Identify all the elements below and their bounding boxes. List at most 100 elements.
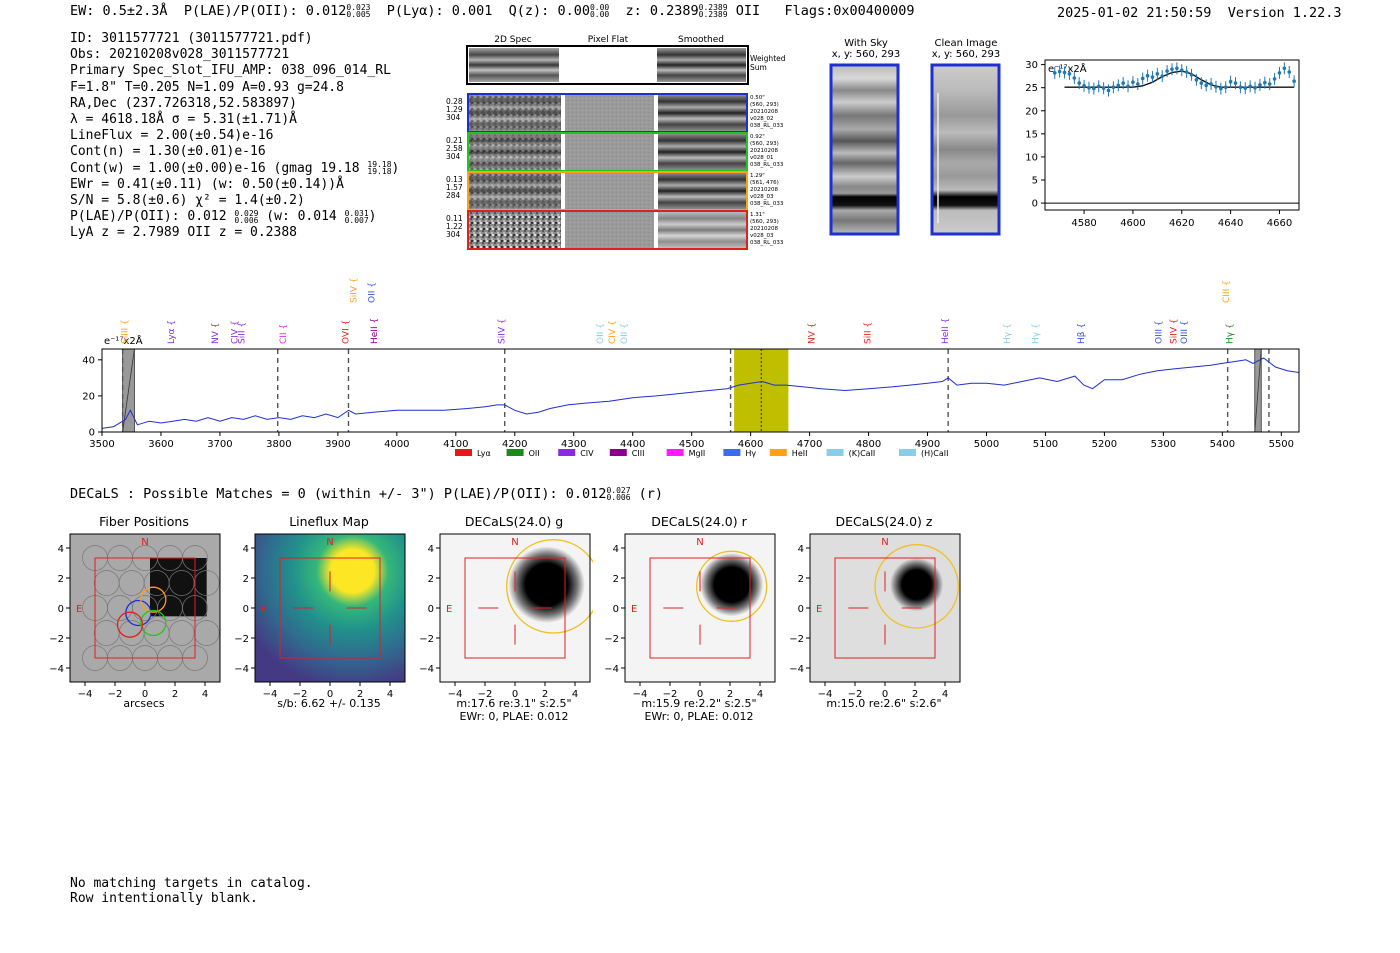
cutout-caption: s/b: 6.62 +/- 0.135 — [277, 697, 381, 710]
info-cont-w: Cont(w) = 1.00(±0.00)e-16 (gmag 19.18 19… — [70, 160, 400, 177]
emission-line-label: OIII { — [1155, 320, 1165, 344]
cutout-ytick-label: −2 — [604, 634, 619, 645]
cutout-xtick-label: 4 — [942, 689, 948, 700]
emission-line-label: OII { — [367, 282, 377, 303]
source-ellipse — [874, 544, 959, 629]
with-sky-image — [829, 63, 900, 236]
cutout-xtick-label: −2 — [108, 689, 123, 700]
spec2d-col-2dspec: 2D Spec — [494, 35, 532, 45]
zoom-data-point — [1287, 70, 1292, 74]
full-xtick-label: 4500 — [679, 439, 704, 450]
cutout-ytick-label: −2 — [419, 634, 434, 645]
zoom-data-point — [1189, 72, 1194, 77]
zoom-data-point — [1170, 67, 1174, 72]
spec2d-row-smoothed — [658, 211, 746, 249]
info-id: ID: 3011577721 (3011577721.pdf) — [70, 31, 313, 46]
spec2d-row-noise — [469, 211, 561, 249]
cutout-caption: m:15.0 re:2.6" s:2.6" — [826, 697, 942, 710]
north-label: N — [511, 537, 518, 548]
zoom-ytick-label: 15 — [1025, 129, 1038, 140]
zoom-data-point — [1243, 86, 1248, 90]
zoom-data-point — [1179, 68, 1184, 72]
info-radec: RA,Dec (237.726318,52.583897) — [70, 95, 297, 111]
spec2d-row-stat: 0.28 — [446, 97, 463, 106]
zoom-data-point — [1096, 84, 1101, 89]
full-xtick-label: 4300 — [561, 439, 586, 450]
spec2d-row-pixelflat — [565, 211, 654, 249]
cutout-xtick-label: 0 — [327, 689, 333, 700]
cutout-ytick-label: 2 — [243, 574, 249, 585]
spec2d-row-noise — [469, 172, 561, 210]
zoom-data-point — [1184, 70, 1189, 74]
full-xtick-label: 4700 — [797, 439, 822, 450]
zoom-data-point — [1140, 76, 1145, 81]
fiber-source-blob — [150, 558, 207, 617]
spec2d-row-stat: 304 — [446, 230, 461, 239]
cutout-ytick-label: 4 — [58, 544, 64, 555]
cutout-ytick-label: −4 — [604, 664, 619, 675]
cutout-xtick-label: 0 — [882, 689, 888, 700]
full-xtick-label: 5200 — [1092, 439, 1117, 450]
zoom-xtick-label: 4620 — [1169, 218, 1194, 229]
cutout-xtick-label: −2 — [663, 689, 678, 700]
emission-line-label: SiII { — [863, 322, 873, 344]
cutout-image-g: N E 4 2 0 −2 −4 −4 −2 0 2 4 — [419, 533, 593, 700]
source-blob — [508, 546, 585, 623]
fiber-circle — [193, 620, 220, 646]
legend-swatch — [609, 449, 627, 456]
spectrum-line — [101, 357, 1300, 429]
zoom-data-point — [1057, 69, 1062, 74]
cutout-ytick-label: −2 — [789, 634, 804, 645]
east-label: E — [631, 604, 637, 615]
cutout-ytick-label: 2 — [798, 574, 804, 585]
zoom-data-point — [1155, 72, 1160, 76]
cutout-title: Fiber Positions — [99, 514, 189, 529]
info-lambda: λ = 4618.18Å σ = 5.31(±1.71)Å — [70, 112, 297, 128]
full-xtick-label: 4600 — [738, 439, 763, 450]
source-ellipse — [506, 539, 593, 634]
info-primary: Primary Spec_Slot_IFU_AMP: 038_096_014_R… — [70, 63, 391, 79]
cutout-ytick-label: 2 — [58, 574, 64, 585]
cutout-xtick-label: 4 — [757, 689, 763, 700]
spec2d-row-meta: (560, 293) — [750, 219, 779, 225]
zoom-data-point — [1204, 83, 1208, 88]
cutout-xtick-label: 4 — [572, 689, 578, 700]
zoom-data-point — [1072, 76, 1077, 80]
emission-line-label: OII { — [596, 323, 606, 344]
zoom-unit-label: e⁻¹⁷x2Å — [1048, 62, 1087, 75]
spec2d-row-meta: 20210208 — [750, 226, 778, 232]
cutout-xtick-label: −4 — [263, 689, 278, 700]
emission-line-label: Lyα { — [167, 320, 177, 344]
spec2d-row-meta: 20210208 — [750, 109, 778, 115]
spec2d-row-meta: 038_RL_033 — [750, 123, 784, 129]
cutout-xtick-label: −2 — [293, 689, 308, 700]
emission-line-label: Hβ { — [1077, 323, 1087, 344]
full-xtick-label: 4100 — [443, 439, 468, 450]
cutout-ytick-label: 0 — [58, 604, 64, 615]
emission-line-label: NV { — [211, 323, 221, 344]
spec2d-row-smoothed — [658, 133, 746, 171]
spec2d-row-meta: (560, 293) — [750, 141, 779, 147]
zoom-data-point — [1087, 85, 1091, 90]
spec2d-row-stat: 2.58 — [446, 144, 463, 153]
zoom-ytick-label: 5 — [1032, 176, 1038, 187]
full-xtick-label: 4000 — [384, 439, 409, 450]
spec2d-row-meta: 1.31" — [750, 212, 765, 218]
spec2d-row-meta: 1.29" — [750, 173, 765, 179]
zoom-data-point — [1209, 82, 1213, 86]
cutout-image-lineflux: N E 4 2 0 −2 −4 −4 −2 0 2 4 — [234, 533, 406, 700]
clean-image — [930, 63, 1001, 236]
info-ewr: EWr = 0.41(±0.11) (w: 0.50(±0.14))Å — [70, 176, 344, 192]
zoom-data-point — [1116, 83, 1121, 88]
spec2d-row-meta: v028_02 — [750, 116, 774, 122]
zoom-data-point — [1228, 79, 1233, 84]
full-xtick-label: 5400 — [1210, 439, 1235, 450]
spec2d-row-noise — [469, 94, 561, 132]
zoom-xtick-label: 4580 — [1071, 218, 1096, 229]
cutout-xtick-label: 2 — [172, 689, 178, 700]
zoom-data-point — [1272, 77, 1277, 81]
aperture-box — [279, 557, 381, 659]
